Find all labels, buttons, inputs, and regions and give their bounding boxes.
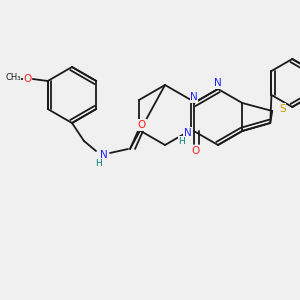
Text: CH₃: CH₃ — [5, 74, 20, 82]
Text: O: O — [24, 74, 32, 84]
Text: N: N — [190, 92, 198, 102]
Text: O: O — [138, 120, 146, 130]
Text: N: N — [184, 128, 192, 138]
Text: O: O — [192, 146, 200, 156]
Text: H: H — [178, 136, 185, 146]
Text: S: S — [279, 104, 286, 114]
Text: N: N — [100, 150, 108, 160]
Text: H: H — [94, 158, 101, 167]
Text: N: N — [214, 78, 222, 88]
